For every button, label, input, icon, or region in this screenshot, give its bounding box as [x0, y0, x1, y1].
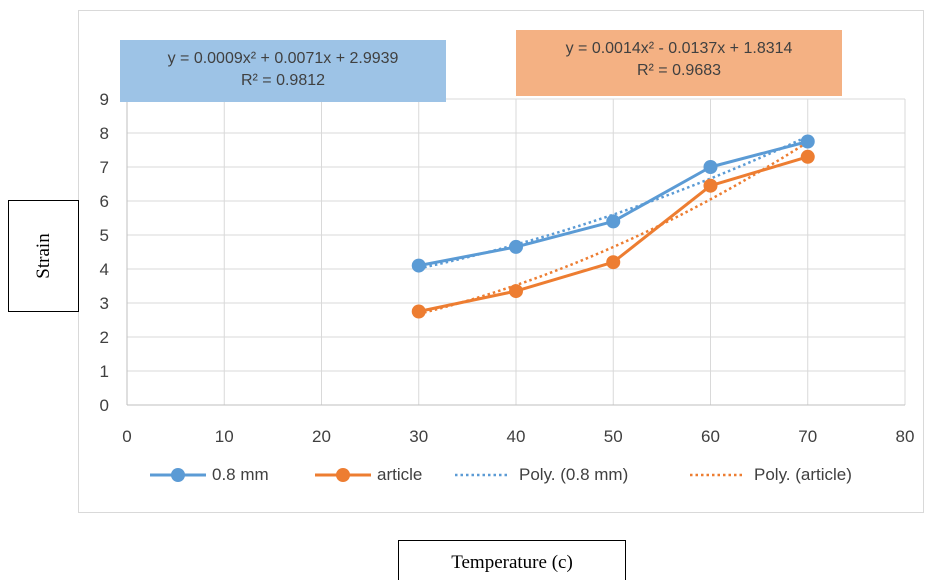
x-tick-label: 70 [798, 427, 817, 446]
data-point [703, 178, 718, 193]
data-point [606, 214, 621, 229]
legend-swatch-dotted [455, 473, 509, 477]
y-tick-label: 6 [100, 192, 109, 211]
axes [126, 99, 905, 406]
legend-label: Poly. (article) [754, 465, 852, 484]
tick-labels: 0 1 2 3 4 5 6 7 8 9 0 10 20 30 40 50 60 70 80 [100, 90, 915, 446]
y-tick-label: 4 [100, 260, 109, 279]
data-point [703, 160, 718, 174]
legend-swatch-dotted [690, 473, 744, 477]
legend-label: 0.8 mm [212, 465, 269, 484]
trendline-1 [418, 141, 809, 316]
y-tick-label: 7 [100, 158, 109, 177]
x-axis-title-box: Temperature (c) [398, 540, 626, 580]
equation-text: y = 0.0009x² + 0.0071x + 2.9939 [167, 50, 399, 67]
data-point [800, 149, 815, 164]
r-squared-text: R² = 0.9812 [240, 72, 326, 89]
legend-label: article [377, 465, 423, 484]
x-tick-label: 0 [122, 427, 131, 446]
y-tick-label: 0 [100, 396, 109, 415]
legend-swatch-solid [150, 468, 206, 482]
y-tick-label: 5 [100, 226, 109, 245]
x-tick-label: 10 [215, 427, 234, 446]
r-squared-text: R² = 0.9683 [636, 62, 722, 79]
series-markers [411, 134, 815, 319]
y-axis-title-box: Strain [8, 200, 79, 312]
equation-text: y = 0.0014x² - 0.0137x + 1.8314 [565, 40, 793, 57]
x-tick-label: 40 [507, 427, 526, 446]
x-tick-label: 50 [604, 427, 623, 446]
x-tick-label: 20 [312, 427, 331, 446]
x-axis-title: Temperature (c) [451, 552, 573, 573]
y-tick-label: 9 [100, 90, 109, 109]
trendline-equation-0.8mm: y = 0.0009x² + 0.0071x + 2.9939 R² = 0.9… [120, 40, 446, 102]
data-point [411, 304, 426, 319]
data-point [509, 239, 523, 254]
y-tick-label: 8 [100, 124, 109, 143]
y-axis-title: Strain [32, 233, 54, 279]
data-point [509, 284, 523, 299]
trendline-equation-article: y = 0.0014x² - 0.0137x + 1.8314 R² = 0.9… [516, 30, 842, 96]
legend-label: Poly. (0.8 mm) [519, 465, 629, 484]
x-tick-label: 30 [409, 427, 428, 446]
data-point [606, 255, 621, 270]
x-tick-label: 60 [701, 427, 720, 446]
legend: 0.8 mm article Poly. (0.8 mm) Poly. (art… [150, 463, 910, 487]
data-point [800, 134, 815, 149]
x-tick-label: 80 [896, 427, 915, 446]
legend-swatch-solid [315, 468, 371, 482]
y-tick-label: 3 [100, 294, 109, 313]
y-tick-label: 1 [100, 362, 109, 381]
data-point [411, 258, 426, 273]
y-tick-label: 2 [100, 328, 109, 347]
